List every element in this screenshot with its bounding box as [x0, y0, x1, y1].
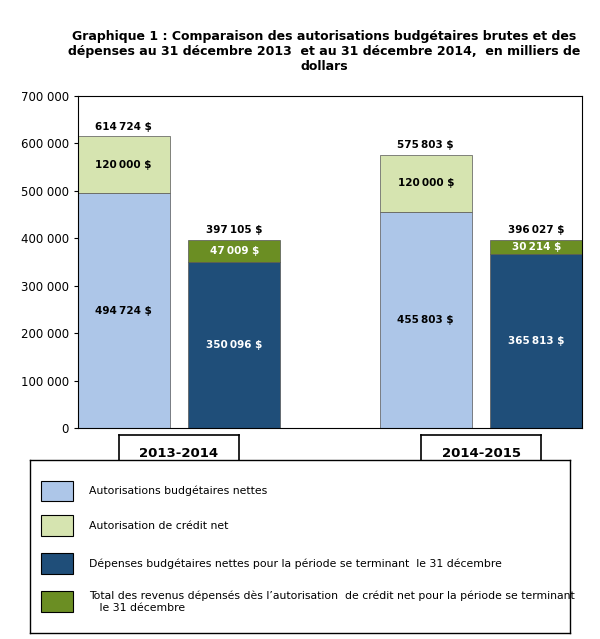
Bar: [490, 254, 583, 428]
Bar: [380, 155, 472, 212]
Text: 614 724 $: 614 724 $: [95, 121, 152, 132]
Text: 575 803 $: 575 803 $: [397, 140, 454, 150]
Text: 396 027 $: 396 027 $: [508, 226, 565, 235]
FancyBboxPatch shape: [41, 553, 73, 574]
Text: 397 105 $: 397 105 $: [206, 225, 262, 235]
Bar: [77, 193, 170, 428]
Text: 30 214 $: 30 214 $: [512, 242, 562, 252]
Text: 350 096 $: 350 096 $: [206, 340, 262, 350]
Text: 47 009 $: 47 009 $: [209, 246, 259, 256]
Text: Autorisations budgétaires nettes: Autorisations budgétaires nettes: [89, 486, 268, 497]
FancyBboxPatch shape: [41, 515, 73, 536]
FancyBboxPatch shape: [41, 591, 73, 612]
Bar: [188, 240, 280, 262]
Bar: [490, 240, 583, 254]
Text: 120 000 $: 120 000 $: [398, 178, 454, 189]
Text: Total des revenus dépensés dès l’autorisation  de crédit net pour la période se : Total des revenus dépensés dès l’autoris…: [89, 590, 575, 613]
Text: 494 724 $: 494 724 $: [95, 305, 152, 316]
Bar: [188, 262, 280, 428]
Text: Graphique 1 : Comparaison des autorisations budgétaires brutes et des
dépenses a: Graphique 1 : Comparaison des autorisati…: [68, 31, 580, 73]
Text: 2014-2015: 2014-2015: [442, 447, 521, 460]
Text: 2013-2014: 2013-2014: [139, 447, 218, 460]
Text: 455 803 $: 455 803 $: [397, 315, 454, 325]
FancyBboxPatch shape: [41, 481, 73, 502]
Text: Dépenses budgétaires nettes pour la période se terminant  le 31 décembre: Dépenses budgétaires nettes pour la péri…: [89, 558, 502, 569]
Text: Autorisation de crédit net: Autorisation de crédit net: [89, 521, 229, 530]
Bar: [77, 136, 170, 193]
Text: 120 000 $: 120 000 $: [95, 160, 152, 170]
Text: 365 813 $: 365 813 $: [508, 336, 565, 346]
Bar: [380, 212, 472, 428]
